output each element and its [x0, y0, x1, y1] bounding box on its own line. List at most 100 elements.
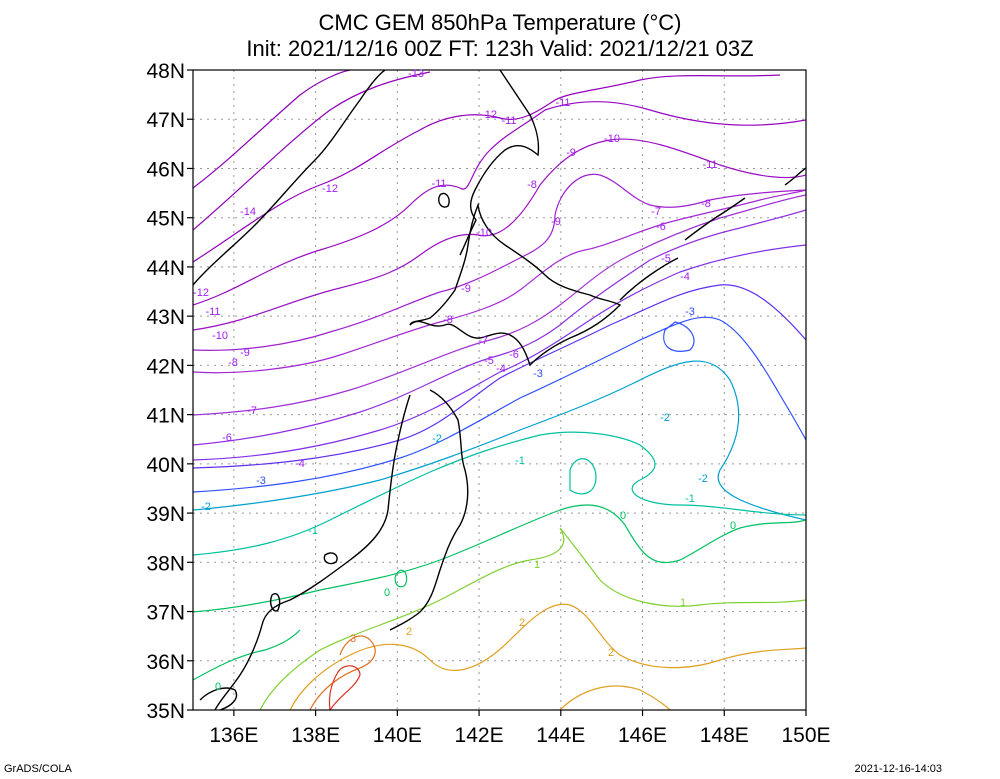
lat-label: 47N [146, 109, 185, 132]
contour-2 [289, 603, 806, 710]
contour-value-label: -4 [496, 363, 506, 375]
coast-island-sado [323, 552, 338, 565]
contour-value-label: 1 [680, 597, 686, 609]
contour-value-label: -10 [604, 133, 620, 145]
coast-hokkaido [409, 202, 622, 367]
grid-lines [193, 70, 806, 710]
map-frame [192, 69, 807, 711]
contour-m13 [193, 71, 431, 231]
lat-label: 36N [146, 651, 185, 674]
contour-m3 [193, 316, 806, 493]
lat-label: 37N [146, 602, 185, 625]
lat-label: 44N [146, 257, 185, 280]
timestamp: 2021-12-16-14:03 [854, 763, 942, 775]
contour-m4 [193, 284, 806, 469]
contour-value-label: -2 [432, 433, 442, 445]
coastlines [193, 70, 806, 710]
lon-label: 140E [373, 724, 422, 747]
coast-honshu-east [389, 389, 469, 631]
contour-0 [193, 504, 806, 613]
contour-value-label: -8 [527, 179, 537, 191]
lat-label: 45N [146, 208, 185, 231]
lat-label: 41N [146, 405, 185, 428]
contour-2b [559, 685, 671, 710]
contour-0b [193, 629, 301, 681]
contour-value-label: -11 [501, 115, 516, 127]
coast-kuril-3 [784, 167, 806, 186]
lon-label: 142E [455, 724, 504, 747]
contour-3 [309, 635, 376, 710]
contour-value-label: -6 [222, 432, 232, 444]
contour-value-label: -5 [661, 253, 671, 265]
contour-value-label: -1 [685, 493, 695, 505]
contour-value-label: -7 [478, 335, 488, 347]
lat-label: 48N [146, 60, 185, 83]
contour-value-label: -11 [431, 178, 446, 190]
contour-m12 [193, 74, 781, 263]
contour-value-label: -11 [702, 159, 717, 171]
lat-label: 43N [146, 306, 185, 329]
contour-value-label: 2 [406, 626, 412, 638]
contour-value-label: 0 [620, 510, 626, 522]
contour-value-label: 3 [350, 633, 356, 645]
contour-m3b [663, 321, 695, 352]
contour-value-label: 0 [384, 587, 390, 599]
lat-label: 40N [146, 454, 185, 477]
contour-value-label: -12 [322, 183, 338, 195]
coast-kuril-1 [619, 257, 679, 301]
contour-value-label: 0 [215, 681, 221, 693]
contour-value-label: -8 [443, 314, 453, 326]
coast-kyushu-shikoku [199, 687, 238, 710]
contour-value-label: -7 [651, 206, 661, 218]
contour-value-label: -4 [295, 458, 305, 470]
contour-0c [394, 569, 408, 588]
contour-value-label: -6 [656, 221, 666, 233]
contour-m1b [569, 458, 597, 495]
contour-value-label: -6 [509, 349, 519, 361]
lon-label: 150E [781, 724, 830, 747]
lat-label: 46N [146, 158, 185, 181]
contour-labels: -13-11-12 -11-10-9-11-8-12 -11-14-9-7-8-6-… [193, 68, 736, 693]
contour-value-label: -3 [685, 306, 695, 318]
lat-label: 42N [146, 355, 185, 378]
contour-value-label: -9 [551, 216, 561, 228]
contour-value-label: -3 [533, 368, 543, 380]
contour-value-label: -5 [484, 355, 494, 367]
contour-m10 [193, 138, 806, 331]
contour-value-label: -9 [461, 283, 471, 295]
contour-value-label: 1 [534, 559, 540, 571]
lon-label: 146E [618, 724, 667, 747]
contour-value-label: -12 [193, 287, 209, 299]
lon-label: 136E [209, 724, 258, 747]
contour-value-label: 2 [519, 617, 525, 629]
contour-value-label: -10 [476, 227, 492, 239]
axis-ticks [187, 69, 807, 716]
contour-value-label: 0 [730, 520, 736, 532]
contour-value-label: -11 [205, 306, 220, 318]
lon-label: 144E [536, 724, 585, 747]
contour-value-label: -9 [566, 147, 576, 159]
contour-value-label: -14 [240, 206, 256, 218]
contour-4 [328, 665, 361, 710]
coast-sakhalin [459, 70, 540, 256]
lon-label: 148E [700, 724, 749, 747]
software-credit: GrADS/COLA [4, 763, 72, 775]
contour-value-label: -2 [660, 412, 670, 424]
coast-mainland [193, 70, 386, 286]
coast-island-1 [438, 192, 450, 208]
contour-value-label: 2 [608, 647, 614, 659]
coast-kuril-2 [684, 197, 746, 241]
contour-m1 [193, 431, 806, 556]
contour-m2 [193, 360, 806, 521]
longitude-labels: 136E 138E 140E 142E 144E 146E 148E 150E [209, 724, 830, 747]
contour-m6 [193, 209, 806, 446]
latitude-labels: 48N 47N 46N 45N 44N 43N 42N 41N 40N 39N 38N 37N 36N 3… [146, 60, 185, 723]
contour-value-label: -4 [680, 271, 690, 283]
contour-value-label: -1 [515, 455, 525, 467]
coast-noto [269, 593, 281, 612]
contour-value-label: -2 [201, 501, 211, 513]
map-subtitle: Init: 2021/12/16 00Z FT: 123h Valid: 202… [246, 36, 754, 61]
contour-value-label: -13 [408, 68, 424, 80]
contour-value-label: -11 [555, 97, 570, 109]
